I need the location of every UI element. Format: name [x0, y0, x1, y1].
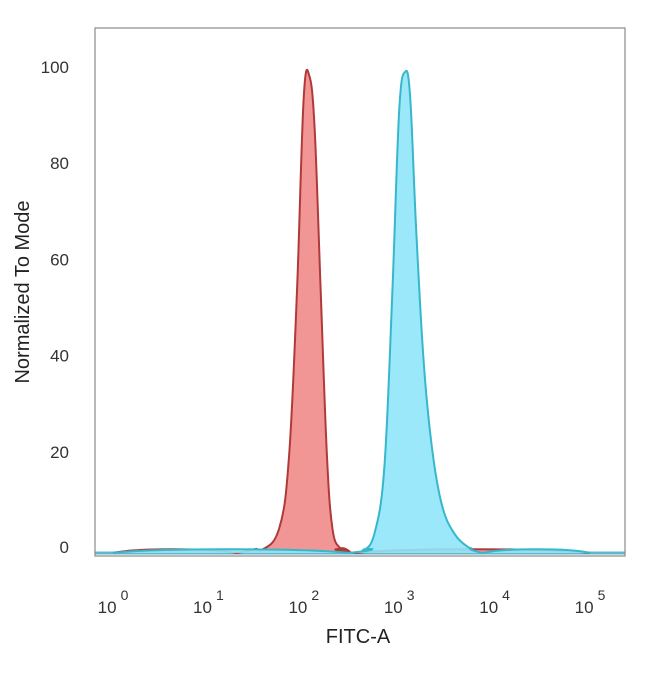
- histogram-area-1: [113, 69, 590, 553]
- x-axis-ticks: 100 101 102 103 104 105: [98, 587, 606, 617]
- y-axis-title: Normalized To Mode: [12, 200, 34, 383]
- y-tick-label: 20: [50, 443, 69, 462]
- x-tick-label: 105: [575, 587, 606, 617]
- y-tick-label: 40: [50, 347, 69, 366]
- series-layer: [95, 68, 625, 555]
- histogram-outline-1: [112, 68, 591, 555]
- y-tick-label: 0: [60, 538, 69, 557]
- y-tick-label: 60: [50, 250, 69, 269]
- histogram-area-2: [113, 70, 590, 553]
- plot-frame: [94, 27, 626, 557]
- y-tick-label: 80: [50, 154, 69, 173]
- x-tick-label: 103: [384, 587, 415, 617]
- x-tick-label: 100: [98, 587, 129, 617]
- x-tick-label: 102: [288, 587, 319, 617]
- x-tick-label: 104: [479, 587, 510, 617]
- x-axis-title: FITC-A: [326, 626, 391, 648]
- y-axis-ticks: 0 20 40 60 80 100: [41, 58, 69, 557]
- histogram-outline-2: [112, 69, 591, 555]
- x-tick-label: 101: [193, 587, 224, 617]
- y-tick-label: 100: [41, 58, 69, 77]
